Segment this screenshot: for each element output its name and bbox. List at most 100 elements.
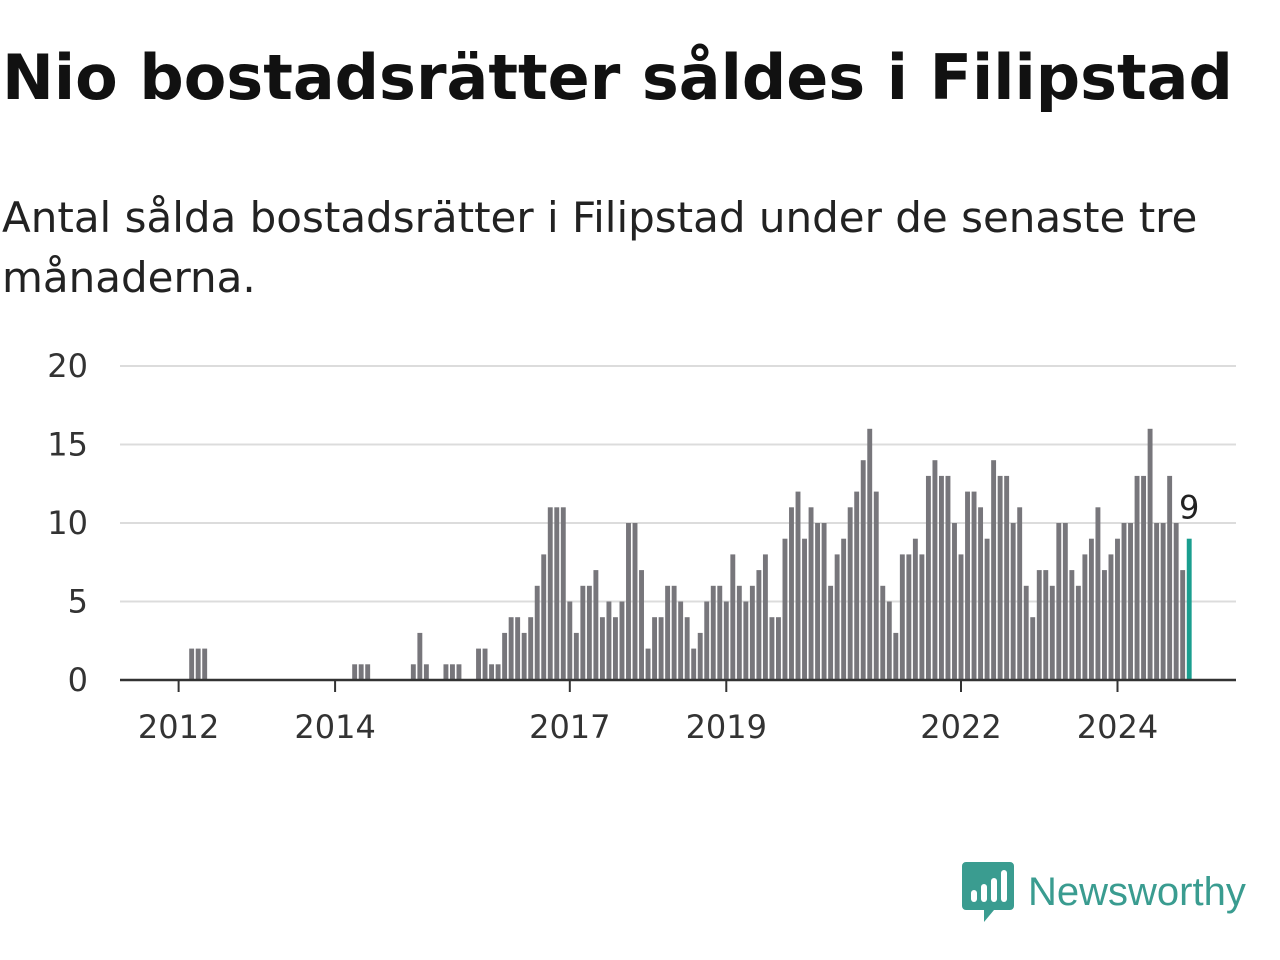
bar bbox=[958, 554, 964, 680]
bar bbox=[769, 617, 775, 680]
bar bbox=[560, 507, 566, 680]
bar bbox=[782, 538, 788, 680]
bar bbox=[932, 460, 938, 680]
bar bbox=[482, 648, 488, 680]
bar-latest bbox=[1186, 538, 1192, 680]
bar bbox=[567, 601, 573, 680]
x-tick-label: 2022 bbox=[920, 708, 1001, 746]
bar bbox=[736, 585, 742, 680]
bar bbox=[854, 491, 860, 680]
bar bbox=[860, 460, 866, 680]
x-axis-ticks: 2012 2014 2017 2019 2022 2024 bbox=[138, 680, 1158, 746]
bar bbox=[573, 632, 579, 680]
newsworthy-logo: Newsworthy bbox=[962, 862, 1246, 922]
bar bbox=[1134, 475, 1140, 680]
chart-title: Nio bostadsrätter såldes i Filipstad bbox=[2, 41, 1233, 114]
bar bbox=[1023, 585, 1029, 680]
bar bbox=[723, 601, 729, 680]
bar bbox=[834, 554, 840, 680]
x-tick-label: 2019 bbox=[686, 708, 767, 746]
bar-chart: 0 5 10 15 20 2012 2014 2017 2019 2022 2024 9 bbox=[47, 347, 1236, 746]
bar bbox=[697, 632, 703, 680]
bar bbox=[645, 648, 651, 680]
bar bbox=[945, 475, 951, 680]
bar bbox=[965, 491, 970, 680]
bar bbox=[1102, 570, 1107, 680]
bar bbox=[1108, 554, 1114, 680]
x-tick-label: 2017 bbox=[529, 708, 610, 746]
bar bbox=[1154, 523, 1160, 680]
bar bbox=[808, 507, 814, 680]
bar bbox=[599, 617, 605, 680]
bar bbox=[1010, 523, 1016, 680]
bar bbox=[984, 538, 990, 680]
bar bbox=[495, 664, 501, 680]
x-tick-label: 2024 bbox=[1077, 708, 1158, 746]
bar bbox=[1043, 570, 1049, 680]
bar bbox=[1167, 475, 1173, 680]
bar bbox=[815, 523, 821, 680]
bar bbox=[899, 554, 905, 680]
bar bbox=[508, 617, 514, 680]
bar bbox=[710, 585, 716, 680]
bar bbox=[789, 507, 794, 680]
bar bbox=[880, 585, 886, 680]
bar bbox=[1180, 570, 1186, 680]
bar bbox=[919, 554, 925, 680]
bar bbox=[195, 648, 201, 680]
y-tick-label: 15 bbox=[47, 426, 88, 464]
bar bbox=[1082, 554, 1088, 680]
bar bbox=[691, 648, 697, 680]
last-value-label: 9 bbox=[1179, 489, 1199, 527]
bar bbox=[1017, 507, 1023, 680]
chart-subtitle: Antal sålda bostadsrätter i Filipstad un… bbox=[2, 193, 1198, 302]
bar bbox=[1128, 523, 1133, 680]
bar bbox=[626, 523, 631, 680]
bar bbox=[423, 664, 429, 680]
bar bbox=[704, 601, 710, 680]
bar bbox=[1141, 475, 1147, 680]
bar bbox=[893, 632, 899, 680]
bar bbox=[671, 585, 677, 680]
bar bbox=[776, 617, 781, 680]
bar bbox=[534, 585, 540, 680]
bar bbox=[1056, 523, 1062, 680]
bar bbox=[952, 523, 957, 680]
bar bbox=[743, 601, 749, 680]
gridlines bbox=[120, 365, 1236, 603]
bar bbox=[978, 507, 984, 680]
y-axis-ticks: 0 5 10 15 20 bbox=[47, 347, 88, 699]
bar bbox=[606, 601, 612, 680]
bar bbox=[886, 601, 892, 680]
bar bbox=[554, 507, 560, 680]
bar bbox=[1004, 475, 1010, 680]
bar bbox=[828, 585, 834, 680]
bar bbox=[417, 632, 423, 680]
bar bbox=[456, 664, 462, 680]
bar bbox=[912, 538, 918, 680]
bar bbox=[1036, 570, 1042, 680]
newsworthy-logo-icon bbox=[962, 862, 1014, 922]
bar bbox=[547, 507, 553, 680]
bar bbox=[1062, 523, 1068, 680]
bar bbox=[613, 617, 618, 680]
bar bbox=[1160, 523, 1166, 680]
bar bbox=[756, 570, 762, 680]
bar bbox=[450, 664, 455, 680]
bar bbox=[515, 617, 521, 680]
bar bbox=[476, 648, 481, 680]
bar bbox=[586, 585, 592, 680]
bar bbox=[802, 538, 807, 680]
y-tick-label: 5 bbox=[68, 583, 88, 621]
bar bbox=[632, 523, 638, 680]
bar bbox=[847, 507, 853, 680]
bar bbox=[971, 491, 977, 680]
bar bbox=[352, 664, 358, 680]
bar bbox=[1115, 538, 1120, 680]
bar bbox=[684, 617, 690, 680]
bar bbox=[593, 570, 599, 680]
bar bbox=[502, 632, 508, 680]
bar bbox=[658, 617, 664, 680]
bar bbox=[1075, 585, 1081, 680]
bar bbox=[939, 475, 944, 680]
